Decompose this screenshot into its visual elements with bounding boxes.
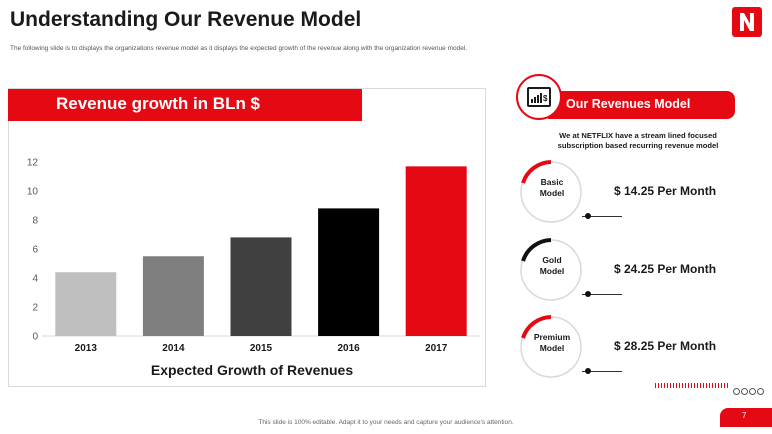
plan-name: Gold Model	[522, 255, 582, 277]
plan-name-line2: Model	[539, 343, 565, 353]
y-tick-label: 8	[32, 216, 38, 227]
y-tick-label: 2	[32, 303, 38, 314]
dot-icon	[749, 388, 756, 395]
bar-2014	[142, 256, 204, 336]
dot-icon	[733, 388, 740, 395]
page-title: Understanding Our Revenue Model	[10, 8, 362, 31]
svg-text:$: $	[543, 94, 548, 103]
plan-name-line1: Basic	[540, 177, 564, 187]
page-number: 7	[742, 411, 747, 420]
y-tick-label: 10	[27, 187, 39, 198]
plan-price: $ 14.25 Per Month	[614, 184, 717, 198]
revenue-model-description: We at NETFLIX have a stream lined focuse…	[557, 131, 719, 150]
y-tick-label: 6	[32, 245, 38, 256]
plan-connector	[582, 216, 622, 217]
y-tick-label: 4	[32, 274, 38, 285]
page-subtitle: The following slide is to displays the o…	[10, 45, 468, 52]
x-axis-title: Expected Growth of Revenues	[151, 362, 353, 378]
plan-name-line1: Gold	[542, 255, 562, 265]
slide-dots	[733, 382, 765, 400]
plan-dot-icon	[585, 368, 591, 374]
plan-price: $ 28.25 Per Month	[614, 339, 717, 353]
y-tick-label: 0	[32, 332, 38, 343]
plan-ring-accent	[521, 160, 552, 184]
x-tick-label: 2017	[425, 343, 448, 354]
dot-icon	[757, 388, 764, 395]
plan-ring-icon	[520, 315, 582, 378]
x-tick-label: 2016	[337, 343, 360, 354]
plan-name: Premium Model	[522, 332, 582, 354]
x-tick-label: 2014	[162, 343, 185, 354]
plan-name-line2: Model	[539, 188, 565, 198]
chart-banner	[8, 89, 362, 121]
plan-connector	[582, 371, 622, 372]
plan-connector	[582, 294, 622, 295]
plan-ring-accent	[521, 315, 552, 339]
decorative-hatch	[655, 383, 730, 388]
plan-name-line1: Premium	[533, 332, 571, 342]
revenue-model-title: Our Revenues Model	[566, 97, 691, 111]
revenue-model-banner	[548, 91, 735, 119]
bar-2015	[230, 237, 292, 336]
footer-note: This slide is 100% editable. Adapt it to…	[258, 419, 514, 426]
plan-card: Basic Model $ 14.25 Per Month	[518, 159, 758, 231]
bar-2017	[405, 166, 467, 336]
bar-2013	[55, 272, 117, 336]
revenue-bar-chart: 0 2 4 6 8 10 12 2013 2014 2015 2016 2017 Expected Gr…	[27, 158, 480, 378]
plan-card: Premium Model $ 28.25 Per Month	[518, 314, 758, 386]
plan-ring-icon	[520, 238, 582, 301]
x-tick-label: 2013	[75, 343, 98, 354]
plan-dot-icon	[585, 291, 591, 297]
chart-banner-title: Revenue growth in BLn $	[56, 94, 261, 113]
plan-price: $ 24.25 Per Month	[614, 262, 717, 276]
bar-2016	[318, 208, 380, 336]
plan-card: Gold Model $ 24.25 Per Month	[518, 237, 758, 309]
plan-ring-icon	[520, 160, 582, 223]
plan-ring-accent	[521, 238, 552, 262]
x-tick-label: 2015	[250, 343, 273, 354]
plan-name: Basic Model	[522, 177, 582, 199]
plan-name-line2: Model	[539, 266, 565, 276]
revenue-chart-icon: $	[516, 74, 562, 120]
netflix-logo-icon	[732, 7, 762, 37]
y-tick-label: 12	[27, 158, 39, 169]
dot-icon	[741, 388, 748, 395]
plan-dot-icon	[585, 213, 591, 219]
page-number-badge	[720, 408, 772, 427]
